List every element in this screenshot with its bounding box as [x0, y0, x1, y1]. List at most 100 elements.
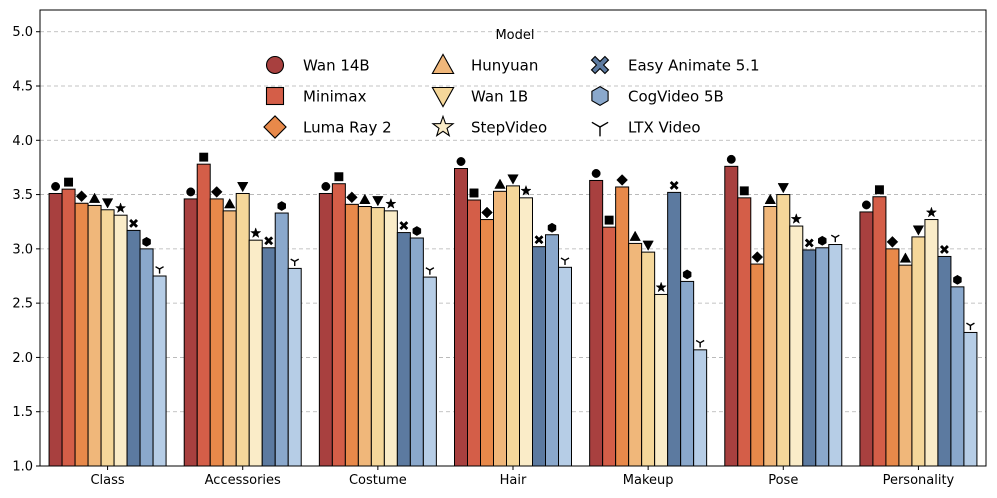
bar-marker — [764, 193, 776, 204]
bar — [48, 192, 63, 467]
bar-marker — [682, 269, 692, 280]
bar-marker — [210, 186, 223, 198]
bar-marker — [155, 266, 164, 274]
bar-marker — [142, 236, 151, 247]
bar — [139, 248, 154, 467]
legend-title: Model — [495, 28, 534, 43]
legend-marker — [431, 86, 455, 108]
legend-item: LTX Video — [591, 119, 701, 137]
bar — [183, 198, 198, 467]
bar — [344, 203, 359, 467]
bar — [724, 165, 739, 467]
bar-marker — [726, 154, 736, 164]
legend-item: StepVideo — [431, 114, 547, 137]
bar — [519, 197, 533, 467]
bar-marker — [899, 252, 912, 263]
bar-marker — [114, 202, 127, 214]
bar — [815, 247, 830, 467]
bar-marker — [886, 236, 899, 248]
x-tick-label: Personality — [883, 473, 955, 488]
bar — [802, 249, 817, 467]
legend-label: CogVideo 5B — [628, 88, 724, 106]
bar-marker — [925, 206, 938, 218]
bar — [331, 183, 346, 467]
bar — [628, 242, 643, 467]
bar — [454, 168, 468, 467]
bar-marker — [64, 177, 74, 187]
bar — [74, 202, 89, 467]
bar — [763, 206, 778, 467]
bar-marker — [372, 196, 384, 207]
bar-marker — [494, 178, 506, 189]
legend-label: Easy Animate 5.1 — [628, 57, 760, 75]
bar — [667, 191, 682, 467]
bar-marker — [966, 322, 975, 331]
bar-marker — [953, 274, 962, 285]
bar-marker — [804, 238, 814, 248]
y-tick-label: 1.0 — [12, 460, 33, 475]
bar — [467, 199, 481, 467]
bar-marker — [264, 236, 274, 246]
bar-marker — [412, 226, 422, 236]
bar-marker — [912, 225, 925, 236]
legend-item: Hunyuan — [431, 53, 538, 75]
axes: 1.0 1.5 2.0 2.5 3.0 3.5 4.0 4.5 5.0 Class Accessor… — [12, 9, 987, 488]
y-tick-label: 2.5 — [12, 297, 33, 312]
legend-marker — [265, 55, 285, 75]
legend-item: Luma Ray 2 — [263, 115, 392, 139]
legend-marker — [591, 86, 609, 106]
bar — [911, 236, 926, 467]
legend-label: Hunyuan — [471, 57, 538, 75]
bar-marker — [547, 222, 557, 233]
bar-marker — [861, 200, 871, 210]
bar-marker — [830, 234, 840, 243]
bar-marker — [101, 198, 114, 209]
legend-label: Wan 1B — [471, 88, 528, 106]
bar — [287, 267, 302, 467]
bar-marker — [655, 281, 667, 293]
bar — [615, 186, 630, 467]
bar-marker — [425, 267, 435, 275]
bar — [532, 246, 546, 467]
bar-marker — [739, 186, 749, 196]
legend-item: Minimax — [265, 86, 367, 106]
y-tick-label: 4.5 — [12, 80, 33, 95]
bar — [950, 286, 965, 467]
bar-marker — [186, 187, 196, 197]
legend-label: Minimax — [303, 88, 367, 106]
bar-marker — [346, 191, 358, 204]
y-tick-label: 4.0 — [12, 134, 33, 149]
bar-markers — [51, 152, 975, 348]
bar — [898, 264, 913, 467]
legend-label: Luma Ray 2 — [303, 119, 392, 137]
bar-marker — [642, 240, 654, 251]
bar — [409, 237, 424, 467]
bar-marker — [290, 258, 300, 267]
legend-marker — [431, 53, 455, 75]
bar-marker — [874, 185, 884, 195]
bar — [113, 214, 128, 467]
x-tick-label: Class — [90, 473, 124, 488]
x-tick-label: Accessories — [205, 473, 281, 488]
bar — [963, 331, 978, 467]
bar — [885, 248, 900, 467]
bar-marker — [129, 218, 139, 228]
x-tick-label: Hair — [500, 473, 527, 488]
bar — [828, 244, 843, 467]
bar-marker — [224, 198, 236, 209]
bar-marker — [88, 192, 101, 203]
bar — [100, 209, 115, 467]
bar — [196, 163, 211, 467]
bar — [693, 349, 708, 467]
bar-marker — [591, 169, 601, 178]
bar — [152, 275, 167, 467]
bar-marker — [334, 172, 344, 182]
y-tick-label: 3.0 — [12, 242, 33, 257]
bar — [235, 192, 250, 467]
bar-marker — [51, 182, 61, 191]
bar-marker — [669, 180, 679, 190]
bar-marker — [790, 213, 803, 224]
bar — [859, 211, 874, 467]
bar-marker — [818, 235, 827, 246]
bar — [924, 219, 939, 467]
